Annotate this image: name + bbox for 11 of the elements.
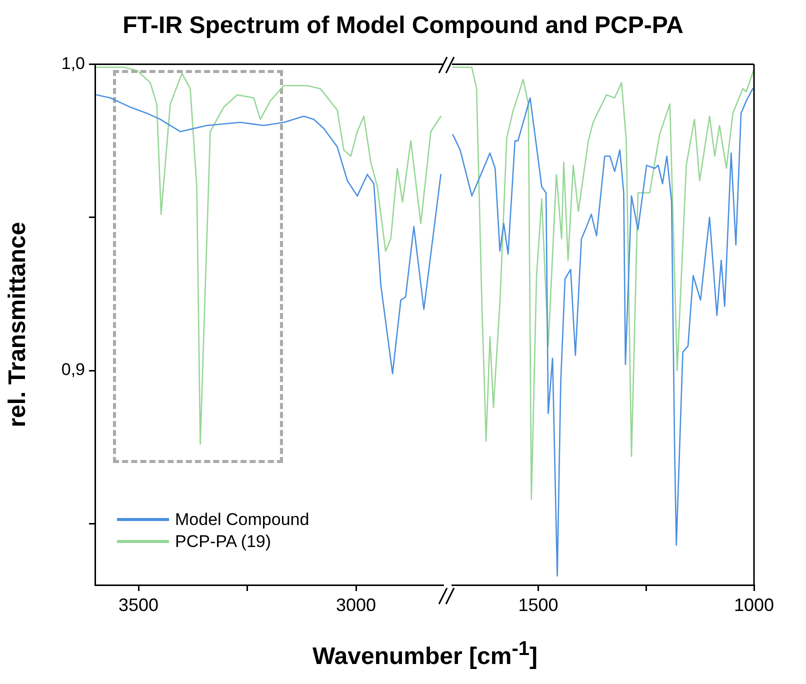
y-tick-label: 0,9 xyxy=(61,360,85,380)
x-axis-title: Wavenumber [cm$^{-1}$] xyxy=(312,638,538,671)
x-tick-label: 3500 xyxy=(118,594,159,615)
legend-label: PCP-PA (19) xyxy=(175,532,272,552)
y-tick-label: 1,0 xyxy=(61,54,85,73)
x-tick-label: 3000 xyxy=(336,594,376,615)
legend-label: Model Compound xyxy=(175,510,310,530)
x-tick-label: 1500 xyxy=(518,594,558,615)
y-axis-title: rel. Transmittance xyxy=(4,222,32,428)
chart-title: FT-IR Spectrum of Model Compound and PCP-PA xyxy=(122,12,684,40)
x-tick-label: 1000 xyxy=(734,594,774,615)
